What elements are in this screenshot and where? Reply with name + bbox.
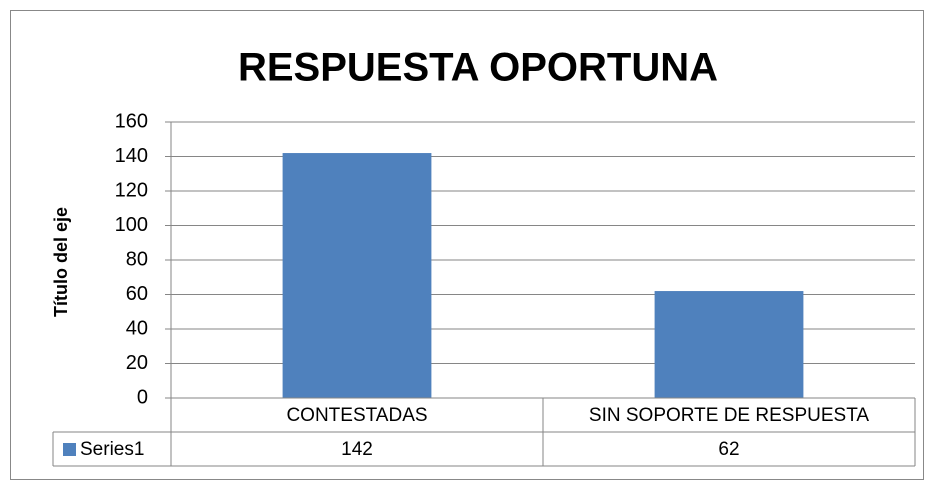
x-tick-label: CONTESTADAS bbox=[286, 405, 427, 426]
y-tick-label: 80 bbox=[126, 248, 148, 270]
legend-label: Series1 bbox=[80, 439, 144, 460]
x-tick-label: SIN SOPORTE DE RESPUESTA bbox=[589, 405, 869, 426]
legend-key bbox=[63, 443, 76, 456]
bar bbox=[282, 153, 432, 398]
y-tick-label: 40 bbox=[126, 317, 148, 339]
bar bbox=[654, 291, 804, 398]
y-tick-label: 60 bbox=[126, 283, 148, 305]
chart-title: RESPUESTA OPORTUNA bbox=[238, 46, 718, 90]
y-tick-label: 120 bbox=[115, 179, 148, 201]
table-value: 142 bbox=[341, 439, 373, 460]
chart-border bbox=[10, 10, 924, 480]
y-tick-label: 0 bbox=[137, 386, 148, 408]
y-tick-label: 160 bbox=[115, 110, 148, 132]
y-tick-label: 100 bbox=[115, 214, 148, 236]
y-axis-label: Título del eje bbox=[51, 207, 71, 317]
y-tick-label: 20 bbox=[126, 352, 148, 374]
table-value: 62 bbox=[718, 439, 739, 460]
y-tick-label: 140 bbox=[115, 145, 148, 167]
